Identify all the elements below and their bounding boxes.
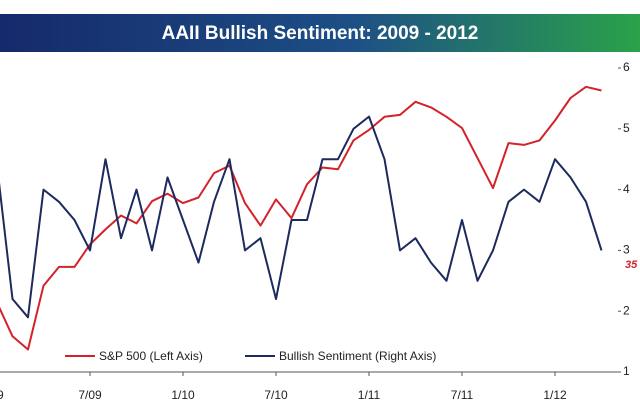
x-tick-label: 1/12 [543, 388, 567, 402]
x-tick-label: 7/10 [264, 388, 288, 402]
x-tick-label: 09 [0, 388, 4, 402]
legend-label: Bullish Sentiment (Right Axis) [279, 349, 436, 363]
series-line [0, 115, 603, 319]
x-tick-label: 7/09 [78, 388, 102, 402]
chart-title: AAII Bullish Sentiment: 2009 - 2012 [162, 23, 479, 44]
legend-label: S&P 500 (Left Axis) [99, 349, 203, 363]
plot-area [0, 85, 603, 351]
x-tick-label: 1/10 [171, 388, 195, 402]
y2-tick-label: 1 [623, 364, 630, 378]
y2-tick-label: 4 [623, 182, 630, 196]
y2-tick-label: 3 [623, 243, 630, 257]
title-banner [0, 14, 640, 52]
series-line [0, 85, 602, 351]
y2-tick-label: 2 [623, 303, 630, 317]
x-tick-label: 1/11 [358, 388, 381, 402]
y2-tick-label: 6 [623, 60, 630, 74]
x-tick-label: 7/11 [451, 388, 474, 402]
annotation: 35 [625, 259, 638, 271]
y2-tick-label: 5 [623, 121, 630, 135]
